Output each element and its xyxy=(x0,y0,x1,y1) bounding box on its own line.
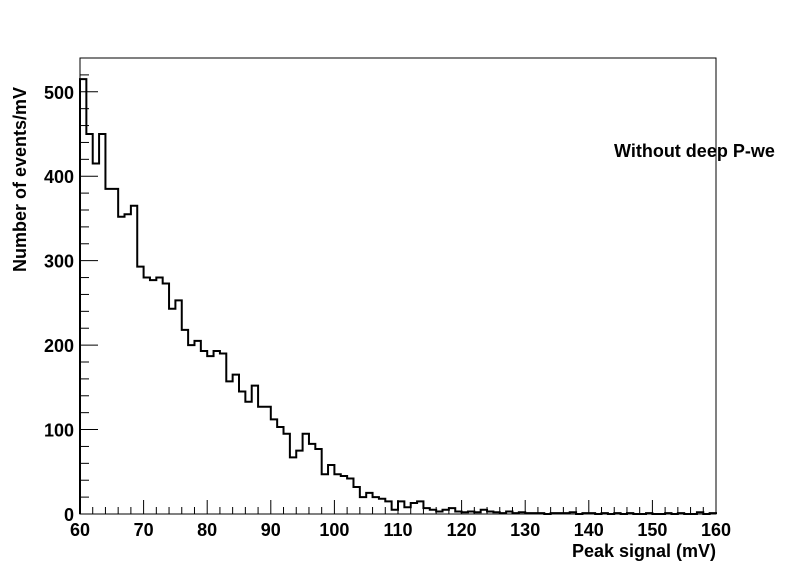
y-axis-ticks xyxy=(80,57,98,515)
y-axis-title: Number of events/mV xyxy=(10,87,30,272)
y-tick-label: 300 xyxy=(44,252,74,272)
x-tick-label: 150 xyxy=(637,520,667,540)
y-tick-label: 0 xyxy=(64,505,74,525)
x-tick-label: 70 xyxy=(134,520,154,540)
x-tick-label: 140 xyxy=(574,520,604,540)
x-axis-tick-labels: 60 70 80 90 100 110 120 130 140 150 160 xyxy=(70,520,731,540)
plot-frame xyxy=(79,57,717,515)
chart-annotation: Without deep P-we xyxy=(614,141,775,161)
x-tick-label: 90 xyxy=(261,520,281,540)
y-tick-label: 400 xyxy=(44,167,74,187)
y-tick-label: 100 xyxy=(44,421,74,441)
x-tick-label: 80 xyxy=(197,520,217,540)
y-tick-label: 500 xyxy=(44,83,74,103)
y-axis-tick-labels: 0 100 200 300 400 500 xyxy=(44,83,74,525)
x-tick-label: 130 xyxy=(510,520,540,540)
x-axis-title: Peak signal (mV) xyxy=(572,541,716,561)
y-tick-label: 200 xyxy=(44,336,74,356)
histogram-line xyxy=(79,78,717,515)
x-tick-label: 110 xyxy=(383,520,412,540)
x-axis-ticks xyxy=(79,500,717,514)
x-tick-label: 120 xyxy=(447,520,477,540)
x-tick-label: 160 xyxy=(701,520,731,540)
x-tick-label: 60 xyxy=(70,520,90,540)
x-tick-label: 100 xyxy=(319,520,349,540)
